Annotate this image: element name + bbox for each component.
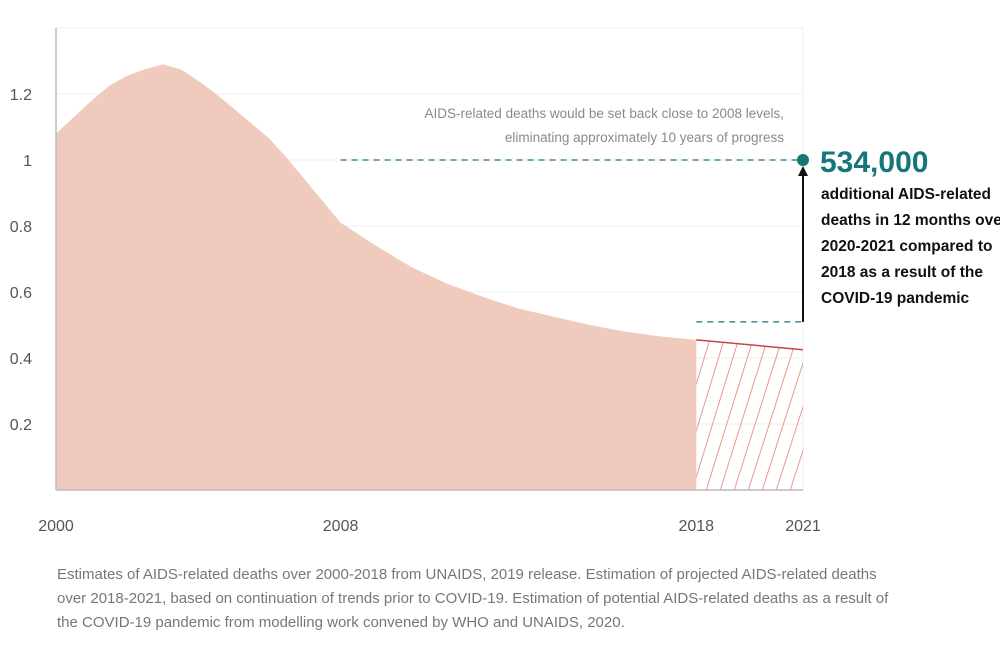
hatch-stroke xyxy=(789,448,803,490)
additional-deaths-desc-3: 2020-2021 compared to xyxy=(821,238,992,255)
hatch-stroke xyxy=(733,347,780,490)
arrow-head-icon xyxy=(798,166,808,176)
y-tick-label: 1.2 xyxy=(10,87,32,104)
x-tick-label: 2008 xyxy=(323,518,359,535)
projected-trend-line xyxy=(696,339,804,351)
hatch-stroke xyxy=(832,350,877,490)
projection-hatch xyxy=(696,340,877,490)
y-tick-label: 0.4 xyxy=(10,351,32,368)
x-tick-label: 2018 xyxy=(678,518,714,535)
hatch-stroke xyxy=(705,344,752,490)
x-tick-label: 2000 xyxy=(38,518,74,535)
hatch-stroke xyxy=(747,348,794,490)
y-tick-label: 0.8 xyxy=(10,219,32,236)
hatch-stroke xyxy=(761,361,803,490)
annotation-note-line-1: AIDS-related deaths would be set back cl… xyxy=(425,106,784,121)
additional-deaths-desc-2: deaths in 12 months over xyxy=(821,212,1000,229)
additional-deaths-desc-4: 2018 as a result of the xyxy=(821,264,983,281)
source-caption: Estimates of AIDS-related deaths over 20… xyxy=(57,566,889,631)
additional-deaths-desc-5: COVID-19 pandemic xyxy=(821,290,970,307)
historical-deaths-area xyxy=(56,64,697,491)
2008-level-marker xyxy=(797,154,809,166)
annotation-note-line-2: eliminating approximately 10 years of pr… xyxy=(505,130,784,145)
hatch-stroke xyxy=(696,342,724,433)
additional-deaths-number: 534,000 xyxy=(820,146,928,179)
y-tick-labels: 0.2 0.4 0.6 0.8 1 1.2 xyxy=(10,87,32,434)
y-tick-label: 1 xyxy=(23,153,32,170)
hatch-stroke xyxy=(818,350,863,490)
hatch-stroke xyxy=(804,350,849,490)
hatch-stroke xyxy=(696,343,738,479)
x-tick-labels: 2000 2008 2018 2021 xyxy=(38,518,821,535)
x-tick-label: 2021 xyxy=(785,518,821,535)
y-tick-label: 0.2 xyxy=(10,417,32,434)
y-tick-label: 0.6 xyxy=(10,285,32,302)
hatch-stroke xyxy=(696,340,710,386)
hatch-stroke xyxy=(719,346,766,490)
aids-deaths-chart: 0.2 0.4 0.6 0.8 1 1.2 2000 2008 2018 2021 AIDS-r… xyxy=(10,27,1000,535)
additional-deaths-desc-1: additional AIDS-related xyxy=(821,186,991,203)
hatch-stroke xyxy=(775,405,803,490)
